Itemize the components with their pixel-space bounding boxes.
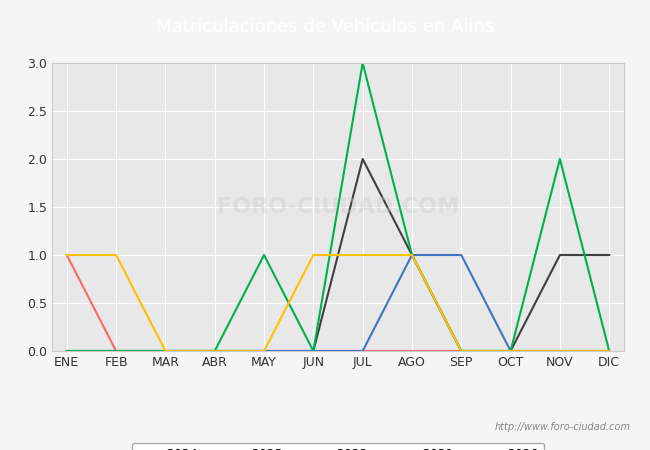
2024 [605, 348, 613, 354]
2021 [161, 348, 169, 354]
2023 [507, 348, 515, 354]
2021 [112, 348, 120, 354]
2023 [458, 348, 465, 354]
2023 [260, 348, 268, 354]
2020 [556, 348, 564, 354]
2021 [605, 348, 613, 354]
2024 [556, 348, 564, 354]
2020 [112, 252, 120, 258]
Legend: 2024, 2023, 2022, 2021, 2020: 2024, 2023, 2022, 2021, 2020 [132, 443, 544, 450]
2020 [408, 252, 416, 258]
2024 [112, 348, 120, 354]
2021 [260, 252, 268, 258]
2020 [507, 348, 515, 354]
Text: http://www.foro-ciudad.com: http://www.foro-ciudad.com [495, 422, 630, 432]
2023 [556, 252, 564, 258]
2023 [63, 348, 71, 354]
Text: Matriculaciones de Vehiculos en Alins: Matriculaciones de Vehiculos en Alins [156, 18, 494, 36]
2022 [408, 252, 416, 258]
2021 [309, 348, 317, 354]
2024 [359, 348, 367, 354]
2022 [161, 348, 169, 354]
2021 [556, 156, 564, 162]
2024 [161, 348, 169, 354]
2024 [507, 348, 515, 354]
Line: 2023: 2023 [67, 159, 609, 351]
2020 [359, 252, 367, 258]
2024 [260, 348, 268, 354]
2020 [161, 348, 169, 354]
2022 [309, 348, 317, 354]
2024 [309, 348, 317, 354]
2022 [260, 348, 268, 354]
2024 [63, 252, 71, 258]
2023 [112, 348, 120, 354]
2021 [458, 348, 465, 354]
2021 [359, 60, 367, 66]
2023 [605, 252, 613, 258]
2020 [260, 348, 268, 354]
Line: 2020: 2020 [67, 255, 609, 351]
2024 [458, 348, 465, 354]
2020 [63, 252, 71, 258]
Line: 2021: 2021 [67, 63, 609, 351]
2021 [211, 348, 218, 354]
2022 [63, 348, 71, 354]
2022 [458, 252, 465, 258]
2022 [605, 348, 613, 354]
2020 [605, 348, 613, 354]
2022 [211, 348, 218, 354]
2020 [458, 348, 465, 354]
2023 [161, 348, 169, 354]
2021 [63, 348, 71, 354]
2023 [211, 348, 218, 354]
2023 [309, 348, 317, 354]
2022 [359, 348, 367, 354]
2021 [408, 252, 416, 258]
2022 [556, 348, 564, 354]
2023 [359, 156, 367, 162]
2023 [408, 252, 416, 258]
2021 [507, 348, 515, 354]
Line: 2024: 2024 [67, 255, 609, 351]
2020 [309, 252, 317, 258]
2024 [211, 348, 218, 354]
Line: 2022: 2022 [67, 255, 609, 351]
2022 [507, 348, 515, 354]
Text: FORO-CIUDAD.COM: FORO-CIUDAD.COM [217, 197, 459, 217]
2020 [211, 348, 218, 354]
2024 [408, 348, 416, 354]
2022 [112, 348, 120, 354]
